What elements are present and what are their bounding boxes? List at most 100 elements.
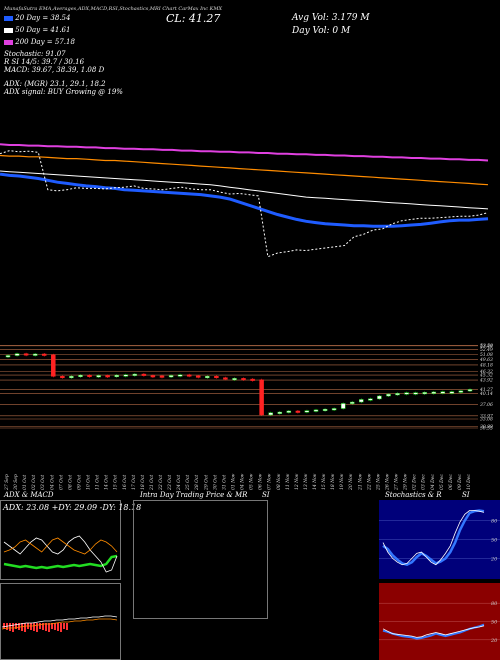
macd-value: MACD: 39.67, 38.39, 1.08 D [4, 66, 105, 74]
candle-body-10 [96, 375, 101, 378]
candle-body-15 [141, 373, 147, 376]
date-label-3: 02 Oct [31, 475, 37, 490]
stoch-panel-title: Stochastics & R [385, 491, 442, 499]
price-tick-9: 41.27 [479, 387, 493, 393]
candle-body-44 [404, 392, 409, 395]
price-tick-4: 49.63 [479, 357, 493, 363]
date-label-41: 25 Nov [375, 473, 381, 491]
candle-body-45 [413, 392, 418, 395]
date-label-20: 25 Oct [185, 475, 191, 491]
date-label-25: 01 Nov [231, 473, 237, 490]
close-label: CL: 41.27 [166, 12, 221, 25]
candle-body-0 [5, 355, 11, 358]
macd-bar-17 [54, 623, 56, 630]
stoch-panel-si: SI [462, 491, 470, 499]
date-label-0: 27 Sep [4, 474, 10, 491]
macd-bar-7 [24, 623, 26, 632]
candle-body-49 [449, 391, 455, 394]
candle-body-8 [78, 374, 83, 377]
stoch-tick-0: 80 [491, 519, 498, 525]
ema-line-0 [0, 172, 489, 228]
date-label-11: 14 Oct [104, 475, 110, 490]
macd-bar-0 [3, 623, 5, 629]
candle-body-14 [132, 373, 138, 376]
macd-bar-12 [39, 623, 41, 629]
date-label-43: 27 Nov [394, 473, 400, 491]
date-label-37: 19 Nov [339, 473, 345, 490]
macd-bar-11 [36, 623, 38, 632]
date-label-35: 15 Nov [321, 473, 327, 490]
macd-lines [1, 615, 118, 632]
legend-label-ema20: 20 Day = 38.54 [15, 14, 71, 22]
date-axis: 27 Sep 30 Sep 01 Oct 02 Oct 03 Oct 04 Oct 07 O… [4, 473, 472, 491]
macd-bar-16 [51, 623, 53, 629]
candle-body-24 [223, 377, 228, 380]
date-label-45: 02 Dec [412, 474, 418, 490]
ema-line-2 [0, 143, 489, 162]
adx-panel: ADX: 23.08 +DY: 29.09 -DY: 18.18 [0, 500, 141, 580]
macd-line-1 [1, 618, 118, 630]
date-label-9: 10 Oct [86, 475, 92, 490]
candle-body-37 [340, 403, 346, 409]
adx-line-0 [3, 554, 118, 570]
candle-body-17 [159, 375, 165, 378]
adx-line-1 [3, 535, 118, 573]
candle-body-29 [268, 412, 273, 416]
legend-ema200: 200 Day = 57.18 [4, 38, 123, 50]
stoch-tick-2: 20 [490, 556, 498, 562]
day-volume: Day Vol: 0 M [292, 26, 351, 36]
macd-line-0 [1, 615, 118, 628]
date-label-30: 08 Nov [276, 473, 282, 490]
date-label-8: 09 Oct [77, 475, 83, 490]
candle-body-28 [259, 379, 264, 416]
date-label-17: 22 Oct [158, 475, 164, 491]
candle-body-6 [60, 376, 65, 379]
adx-signal: ADX signal: BUY Growing @ 19% [4, 88, 123, 96]
candle-body-20 [186, 374, 192, 377]
ema-chart [0, 143, 489, 258]
candle-body-25 [232, 378, 237, 381]
macd-bar-9 [30, 623, 32, 630]
candle-body-2 [23, 353, 29, 356]
candle-body-1 [14, 353, 20, 356]
candle-body-46 [422, 392, 427, 395]
candle-body-5 [51, 354, 56, 377]
date-label-1: 30 Sep [13, 474, 19, 490]
candle-body-23 [214, 376, 219, 379]
candle-body-36 [331, 408, 337, 411]
candle-body-27 [250, 378, 255, 381]
date-label-48: 05 Dec [439, 474, 445, 490]
date-label-23: 30 Oct [212, 475, 218, 490]
candle-body-34 [313, 409, 319, 412]
stoch-tick-1: 50 [491, 538, 498, 544]
date-label-10: 11 Oct [95, 475, 101, 490]
legend: 20 Day = 38.54 50 Day = 41.61 200 Day = … [4, 14, 123, 96]
macd-bar-15 [48, 623, 50, 632]
price-tick-15: 30.55 [480, 426, 493, 432]
rsi-value: R SI 14/5: 39.7 / 30.16 [4, 58, 85, 66]
mri-line-0 [382, 623, 485, 640]
nav-text[interactable]: MunafaSutra EMA,Averages,ADX,MACD,RSI,St… [4, 6, 223, 12]
mri-line-1 [382, 625, 485, 638]
date-label-49: 06 Dec [448, 474, 454, 490]
candle-body-35 [322, 408, 328, 411]
legend-label-ema200: 200 Day = 57.18 [15, 38, 75, 46]
legend-ema20: 20 Day = 38.54 [4, 14, 123, 26]
candle-body-22 [205, 376, 210, 379]
macd-bar-10 [33, 623, 35, 631]
mri-tick-2: 20 [490, 638, 498, 644]
date-label-13: 16 Oct [122, 475, 128, 490]
date-label-34: 14 Nov [312, 473, 318, 490]
date-label-39: 21 Nov [357, 473, 363, 491]
candle-body-26 [241, 378, 246, 381]
macd-bar-20 [63, 623, 65, 629]
macd-bar-21 [66, 623, 68, 630]
date-label-24: 31 Oct [221, 475, 227, 490]
candle-body-40 [368, 398, 373, 401]
candle-body-12 [114, 374, 119, 377]
intraday-panel [133, 500, 268, 619]
date-label-46: 03 Dec [421, 474, 427, 490]
date-label-6: 07 Oct [58, 475, 64, 490]
price-tick-6: 46.32 [479, 369, 493, 375]
candle-body-32 [295, 410, 301, 413]
